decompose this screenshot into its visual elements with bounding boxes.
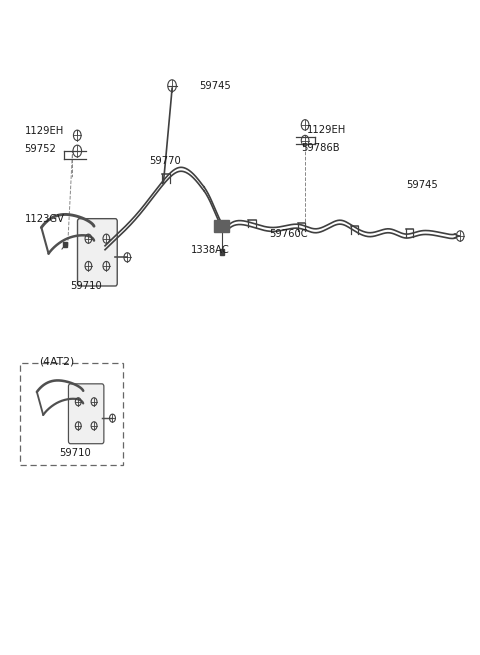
Text: 59786B: 59786B: [301, 143, 340, 153]
Text: 59710: 59710: [59, 448, 91, 458]
Text: 59710: 59710: [70, 281, 102, 291]
Text: 59760C: 59760C: [270, 229, 308, 239]
Bar: [220, 250, 224, 255]
Bar: [214, 220, 229, 232]
FancyBboxPatch shape: [69, 384, 104, 443]
Text: 59752: 59752: [24, 144, 57, 154]
Text: 1123GV: 1123GV: [24, 214, 65, 224]
Text: 1338AC: 1338AC: [191, 246, 230, 255]
Bar: [63, 242, 68, 248]
FancyBboxPatch shape: [77, 219, 117, 286]
Text: 1129EH: 1129EH: [307, 125, 346, 135]
Text: (4AT2): (4AT2): [39, 356, 74, 367]
Text: 59770: 59770: [149, 156, 181, 166]
Text: 1129EH: 1129EH: [24, 126, 64, 136]
Text: 59745: 59745: [407, 180, 438, 190]
Text: 59745: 59745: [199, 81, 231, 90]
